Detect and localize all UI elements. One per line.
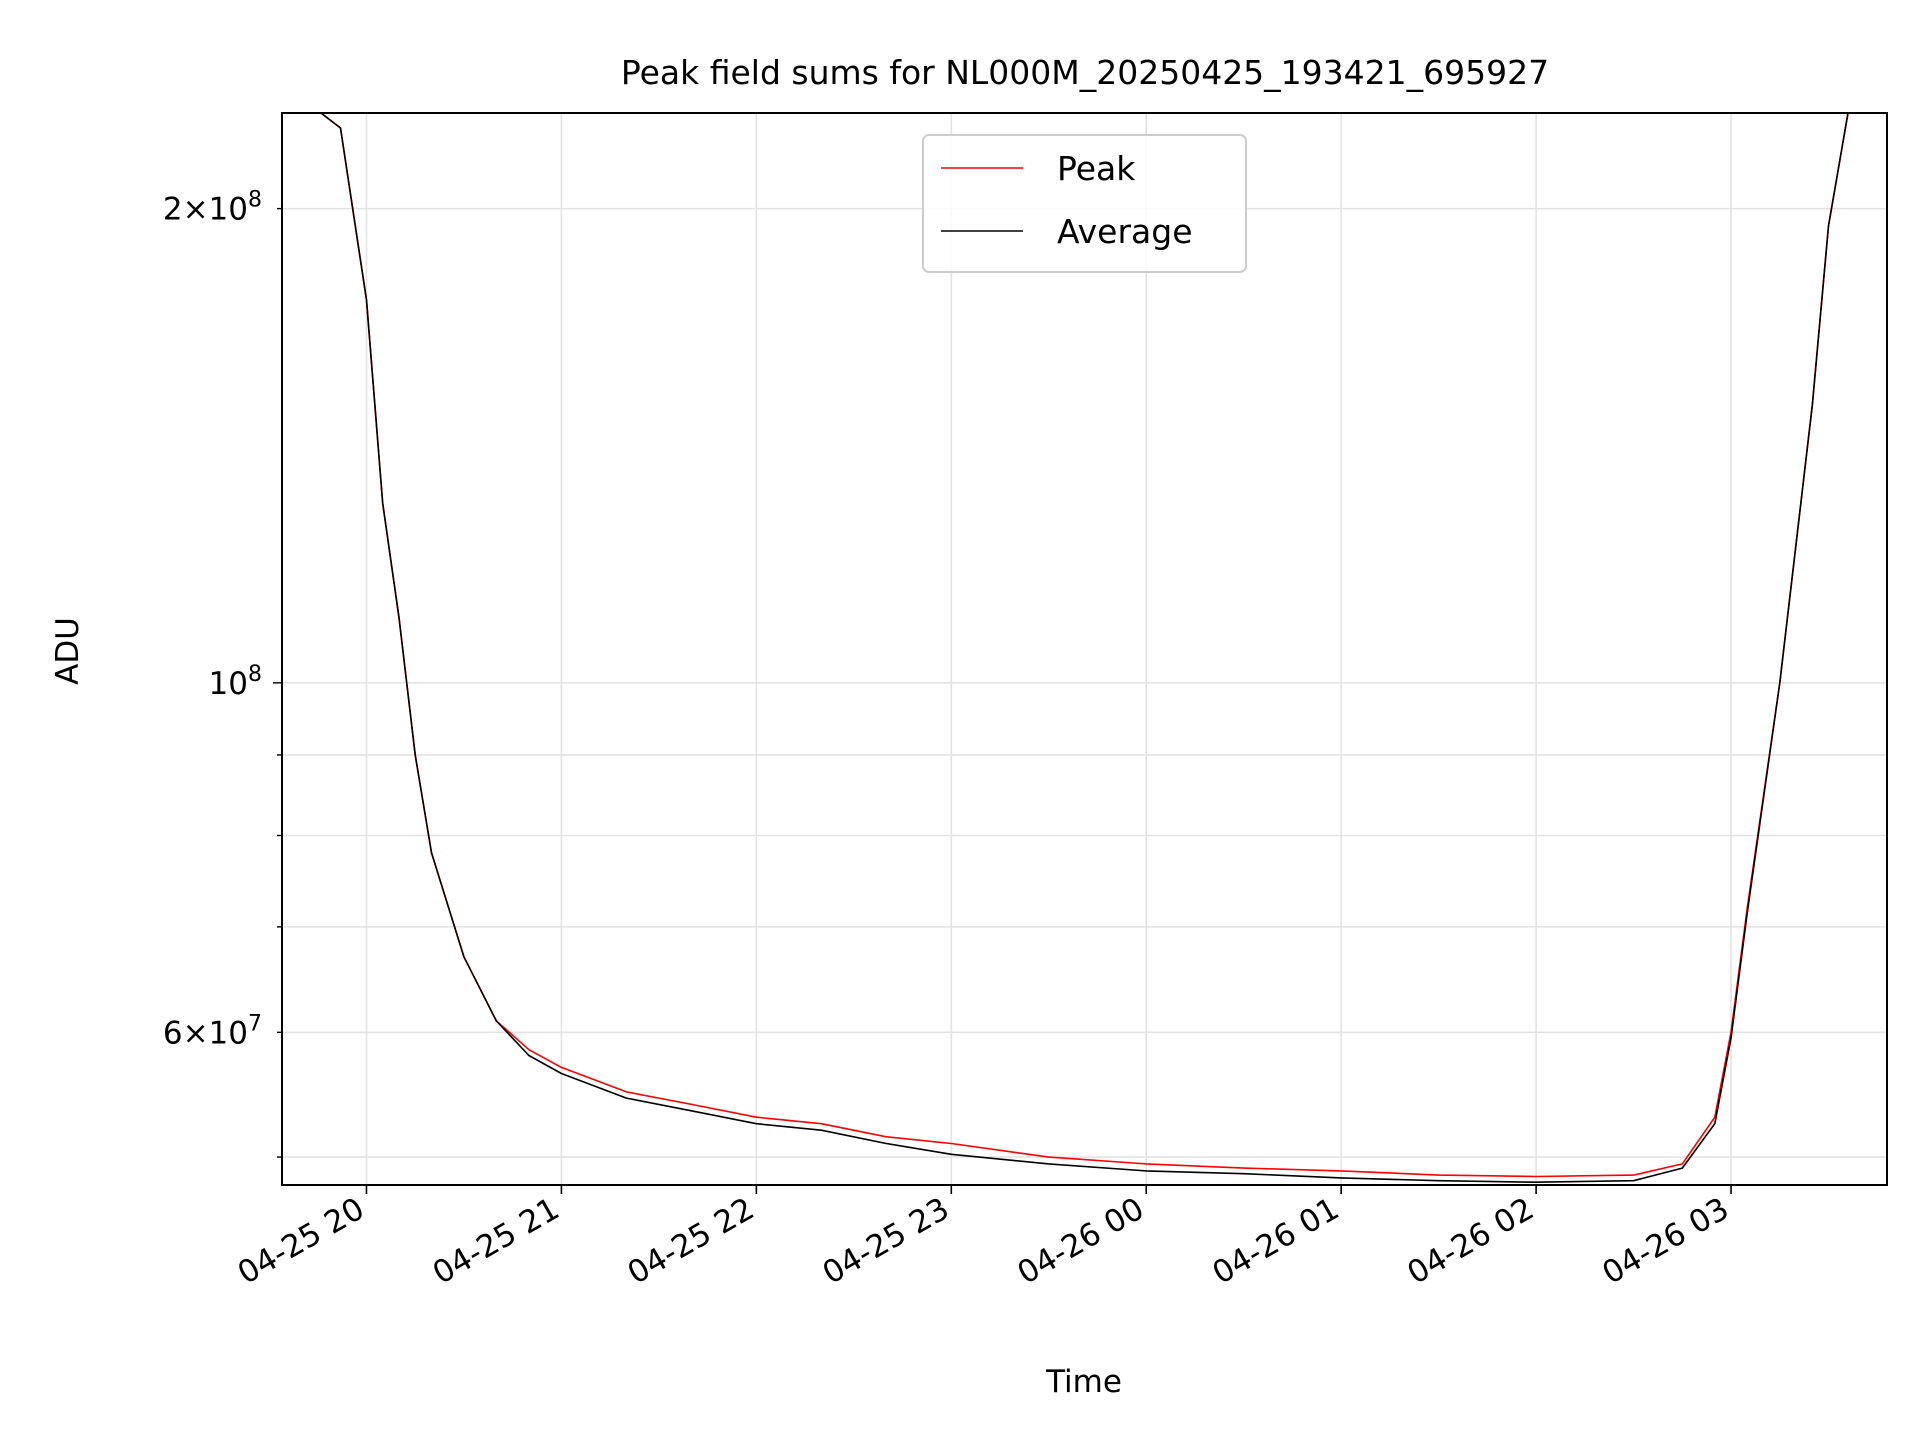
y-axis-label: ADU bbox=[50, 617, 86, 685]
legend-average-label: Average bbox=[1057, 212, 1193, 251]
plot-area-frame bbox=[281, 112, 1888, 1186]
y-axis-ticks: 108 6×107 2×108 bbox=[163, 188, 282, 1158]
x-axis-label: Time bbox=[1045, 1364, 1122, 1400]
legend-box bbox=[922, 134, 1247, 273]
chart-title: Peak field sums for NL000M_20250425_1934… bbox=[621, 53, 1549, 92]
legend: Peak Average bbox=[922, 134, 1247, 273]
y-tick-label: 6×107 bbox=[163, 1011, 262, 1051]
y-tick-label: 108 bbox=[209, 662, 262, 702]
y-tick-label: 2×108 bbox=[163, 188, 262, 228]
series-layer bbox=[285, 113, 1884, 1183]
series-line-average bbox=[285, 113, 1884, 1183]
legend-peak-label: Peak bbox=[1057, 149, 1136, 188]
